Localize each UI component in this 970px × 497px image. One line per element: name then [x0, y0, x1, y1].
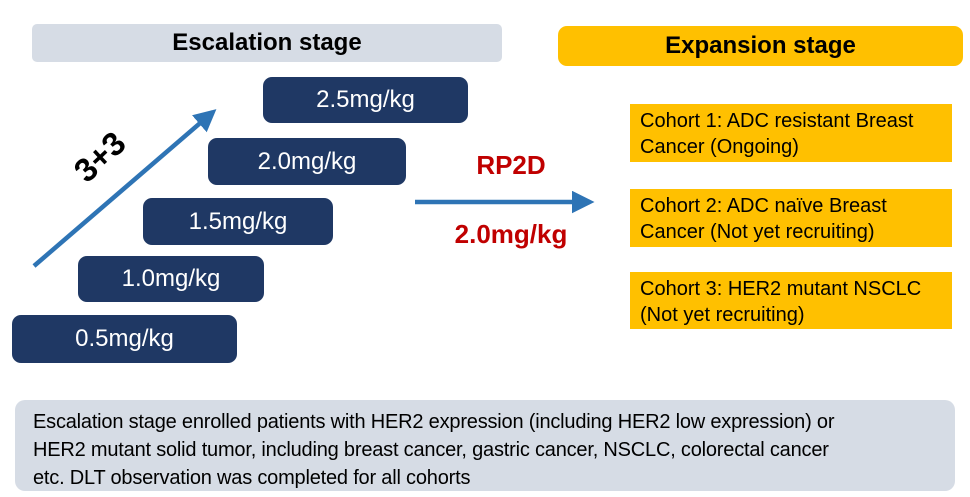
dose-box-0.5mgkg: 0.5mg/kg: [12, 315, 237, 363]
footnote-line-1: Escalation stage enrolled patients with …: [33, 411, 835, 433]
dose-box-2.0mgkg: 2.0mg/kg: [208, 138, 406, 185]
cohort-2-box: Cohort 2: ADC naïve Breast Cancer (Not y…: [630, 189, 952, 247]
expansion-stage-header: Expansion stage: [558, 26, 963, 66]
cohort-1-box: Cohort 1: ADC resistant Breast Cancer (O…: [630, 104, 952, 162]
escalation-method-label: 3+3: [66, 124, 133, 190]
footnote-line-3: etc. DLT observation was completed for a…: [33, 467, 471, 489]
escalation-stage-header: Escalation stage: [32, 24, 502, 62]
cohort-3-box: Cohort 3: HER2 mutant NSCLC (Not yet rec…: [630, 272, 952, 329]
footnote-line-2: HER2 mutant solid tumor, including breas…: [33, 439, 829, 461]
dose-box-1.0mgkg: 1.0mg/kg: [78, 256, 264, 302]
dose-box-1.5mgkg: 1.5mg/kg: [143, 198, 333, 245]
rp2d-dose-label: 2.0mg/kg: [454, 219, 568, 249]
dose-box-2.5mgkg: 2.5mg/kg: [263, 77, 468, 123]
rp2d-label: RP2D: [476, 150, 546, 180]
footnote-box: Escalation stage enrolled patients with …: [15, 400, 955, 491]
